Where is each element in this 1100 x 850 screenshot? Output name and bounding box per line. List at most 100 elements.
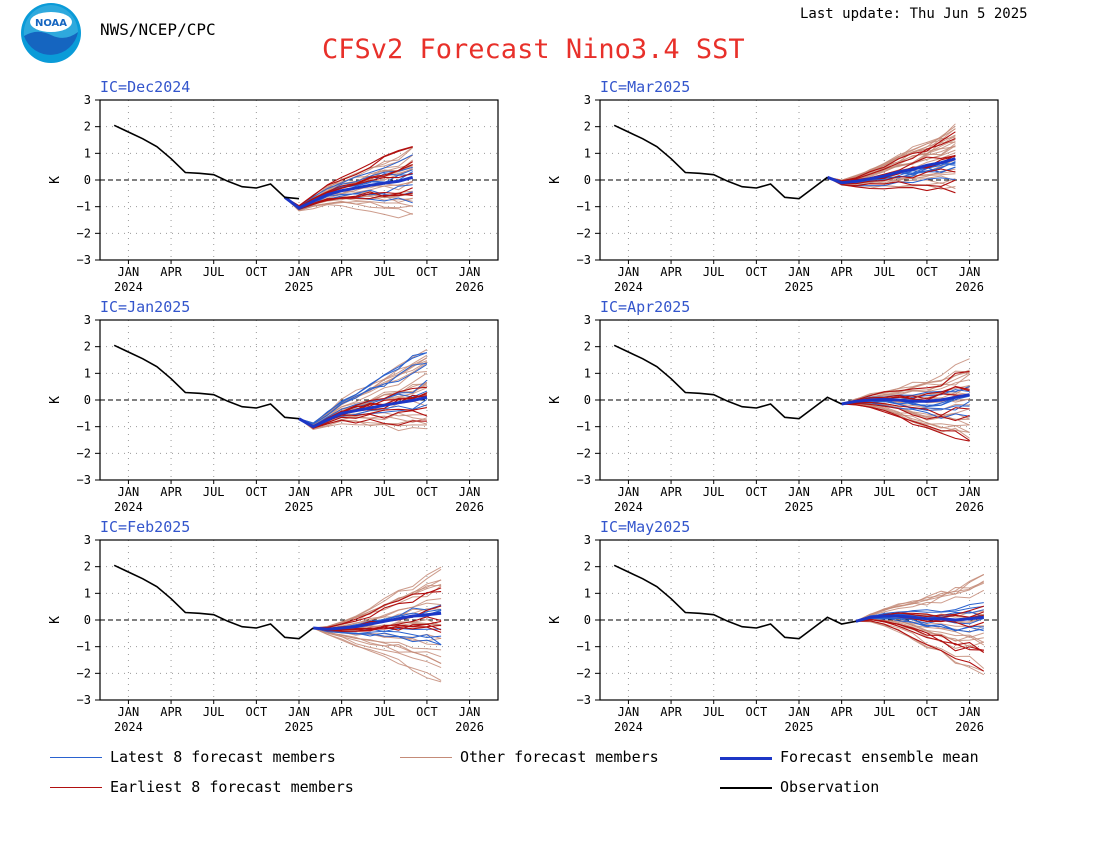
y-tick-label: 0 <box>84 613 91 627</box>
other-member-line <box>855 620 984 672</box>
y-tick-label: −2 <box>77 446 91 460</box>
x-tick-label: OCT <box>916 705 938 719</box>
legend-obs-label: Observation <box>780 778 880 796</box>
observation-line <box>613 344 842 420</box>
y-tick-label: −1 <box>77 420 91 434</box>
x-tick-label: OCT <box>746 485 768 499</box>
x-tick-label: OCT <box>746 705 768 719</box>
earliest-member-line <box>298 418 427 429</box>
y-tick-label: 3 <box>584 93 591 107</box>
earliest-member-line <box>827 131 956 182</box>
earliest-member-line <box>827 137 956 182</box>
legend-other-label: Other forecast members <box>460 748 659 766</box>
y-tick-label: −1 <box>77 640 91 654</box>
x-tick-year: 2024 <box>114 720 143 734</box>
org-label: NWS/NCEP/CPC <box>100 20 216 39</box>
y-tick-label: −3 <box>577 693 591 707</box>
y-axis-label: K <box>548 616 563 624</box>
earliest-member-line <box>841 403 970 442</box>
x-tick-label: JAN <box>288 485 310 499</box>
x-tick-label: JUL <box>873 265 895 279</box>
x-tick-label: JAN <box>788 705 810 719</box>
x-tick-label: APR <box>331 265 353 279</box>
y-tick-label: −3 <box>77 253 91 267</box>
panel-label: IC=Mar2025 <box>600 78 690 96</box>
x-tick-year: 2024 <box>614 280 643 294</box>
y-tick-label: −3 <box>577 473 591 487</box>
latest-member-line <box>855 617 984 632</box>
y-tick-label: −2 <box>77 226 91 240</box>
x-tick-label: APR <box>831 265 853 279</box>
panel-frame <box>99 539 499 701</box>
earliest-member-line <box>298 410 428 429</box>
x-tick-label: JUL <box>703 485 725 499</box>
y-axis-label: K <box>48 396 63 404</box>
ensemble-mean-line <box>283 175 414 210</box>
panel-frame <box>599 319 999 481</box>
last-update-label: Last update: Thu Jun 5 2025 <box>800 6 1028 22</box>
panel-frame <box>99 99 499 261</box>
ensemble-mean-line <box>298 395 428 429</box>
x-tick-year: 2025 <box>285 500 314 514</box>
x-tick-label: JAN <box>618 485 640 499</box>
x-tick-year: 2025 <box>285 280 314 294</box>
x-tick-year: 2026 <box>455 280 484 294</box>
x-tick-year: 2026 <box>455 500 484 514</box>
observation-line <box>113 564 314 640</box>
earliest-member-line <box>827 176 956 194</box>
y-tick-label: 1 <box>84 586 91 600</box>
y-tick-label: 3 <box>84 533 91 547</box>
legend-mean-swatch <box>720 757 772 760</box>
x-tick-label: APR <box>160 265 182 279</box>
x-tick-label: JAN <box>788 265 810 279</box>
x-tick-year: 2025 <box>785 500 814 514</box>
other-member-line <box>312 627 442 683</box>
y-axis-label: K <box>48 616 63 624</box>
x-tick-year: 2026 <box>455 720 484 734</box>
x-tick-label: APR <box>660 485 682 499</box>
panel-label: IC=Feb2025 <box>100 518 190 536</box>
x-tick-label: JAN <box>959 485 981 499</box>
x-tick-label: JAN <box>459 485 481 499</box>
y-tick-label: 3 <box>584 533 591 547</box>
other-member-line <box>313 627 442 651</box>
x-tick-label: APR <box>331 485 353 499</box>
x-tick-label: JUL <box>373 265 395 279</box>
x-tick-label: APR <box>831 485 853 499</box>
other-member-line <box>827 134 956 182</box>
other-member-line <box>855 574 985 622</box>
x-tick-year: 2024 <box>614 720 643 734</box>
x-tick-label: OCT <box>416 265 438 279</box>
x-tick-label: APR <box>831 705 853 719</box>
y-tick-label: −2 <box>77 666 91 680</box>
x-tick-label: OCT <box>246 485 268 499</box>
x-tick-year: 2025 <box>785 280 814 294</box>
x-tick-label: JAN <box>788 485 810 499</box>
latest-member-line <box>313 627 442 646</box>
observation-line <box>113 344 300 420</box>
y-tick-label: 2 <box>84 120 91 134</box>
legend-obs-swatch <box>720 787 772 789</box>
chart-title: CFSv2 Forecast Nino3.4 SST <box>322 34 745 65</box>
x-tick-label: JUL <box>703 705 725 719</box>
earliest-member-line <box>284 191 413 210</box>
other-member-line <box>313 568 442 629</box>
observation-line <box>113 124 300 200</box>
legend-earliest-label: Earliest 8 forecast members <box>110 778 354 796</box>
x-tick-label: JAN <box>959 265 981 279</box>
x-tick-year: 2024 <box>614 500 643 514</box>
y-tick-label: 2 <box>584 340 591 354</box>
other-member-line <box>313 627 442 669</box>
y-tick-label: 0 <box>84 173 91 187</box>
other-member-line <box>284 196 413 219</box>
earliest-member-line <box>841 370 970 405</box>
x-tick-label: APR <box>660 265 682 279</box>
y-tick-label: 1 <box>84 366 91 380</box>
y-tick-label: 0 <box>584 393 591 407</box>
